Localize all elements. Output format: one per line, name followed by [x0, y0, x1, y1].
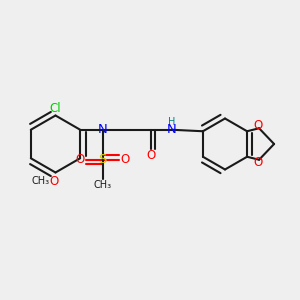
Text: O: O	[50, 175, 58, 188]
Text: O: O	[121, 153, 130, 166]
Text: O: O	[76, 153, 85, 166]
Text: Cl: Cl	[50, 101, 61, 115]
Text: S: S	[98, 153, 107, 166]
Text: H: H	[168, 117, 176, 127]
Text: CH₃: CH₃	[32, 176, 50, 187]
Text: O: O	[253, 156, 262, 169]
Text: O: O	[253, 119, 262, 132]
Text: N: N	[98, 123, 108, 136]
Text: O: O	[146, 149, 155, 162]
Text: CH₃: CH₃	[94, 180, 112, 190]
Text: N: N	[167, 123, 177, 136]
